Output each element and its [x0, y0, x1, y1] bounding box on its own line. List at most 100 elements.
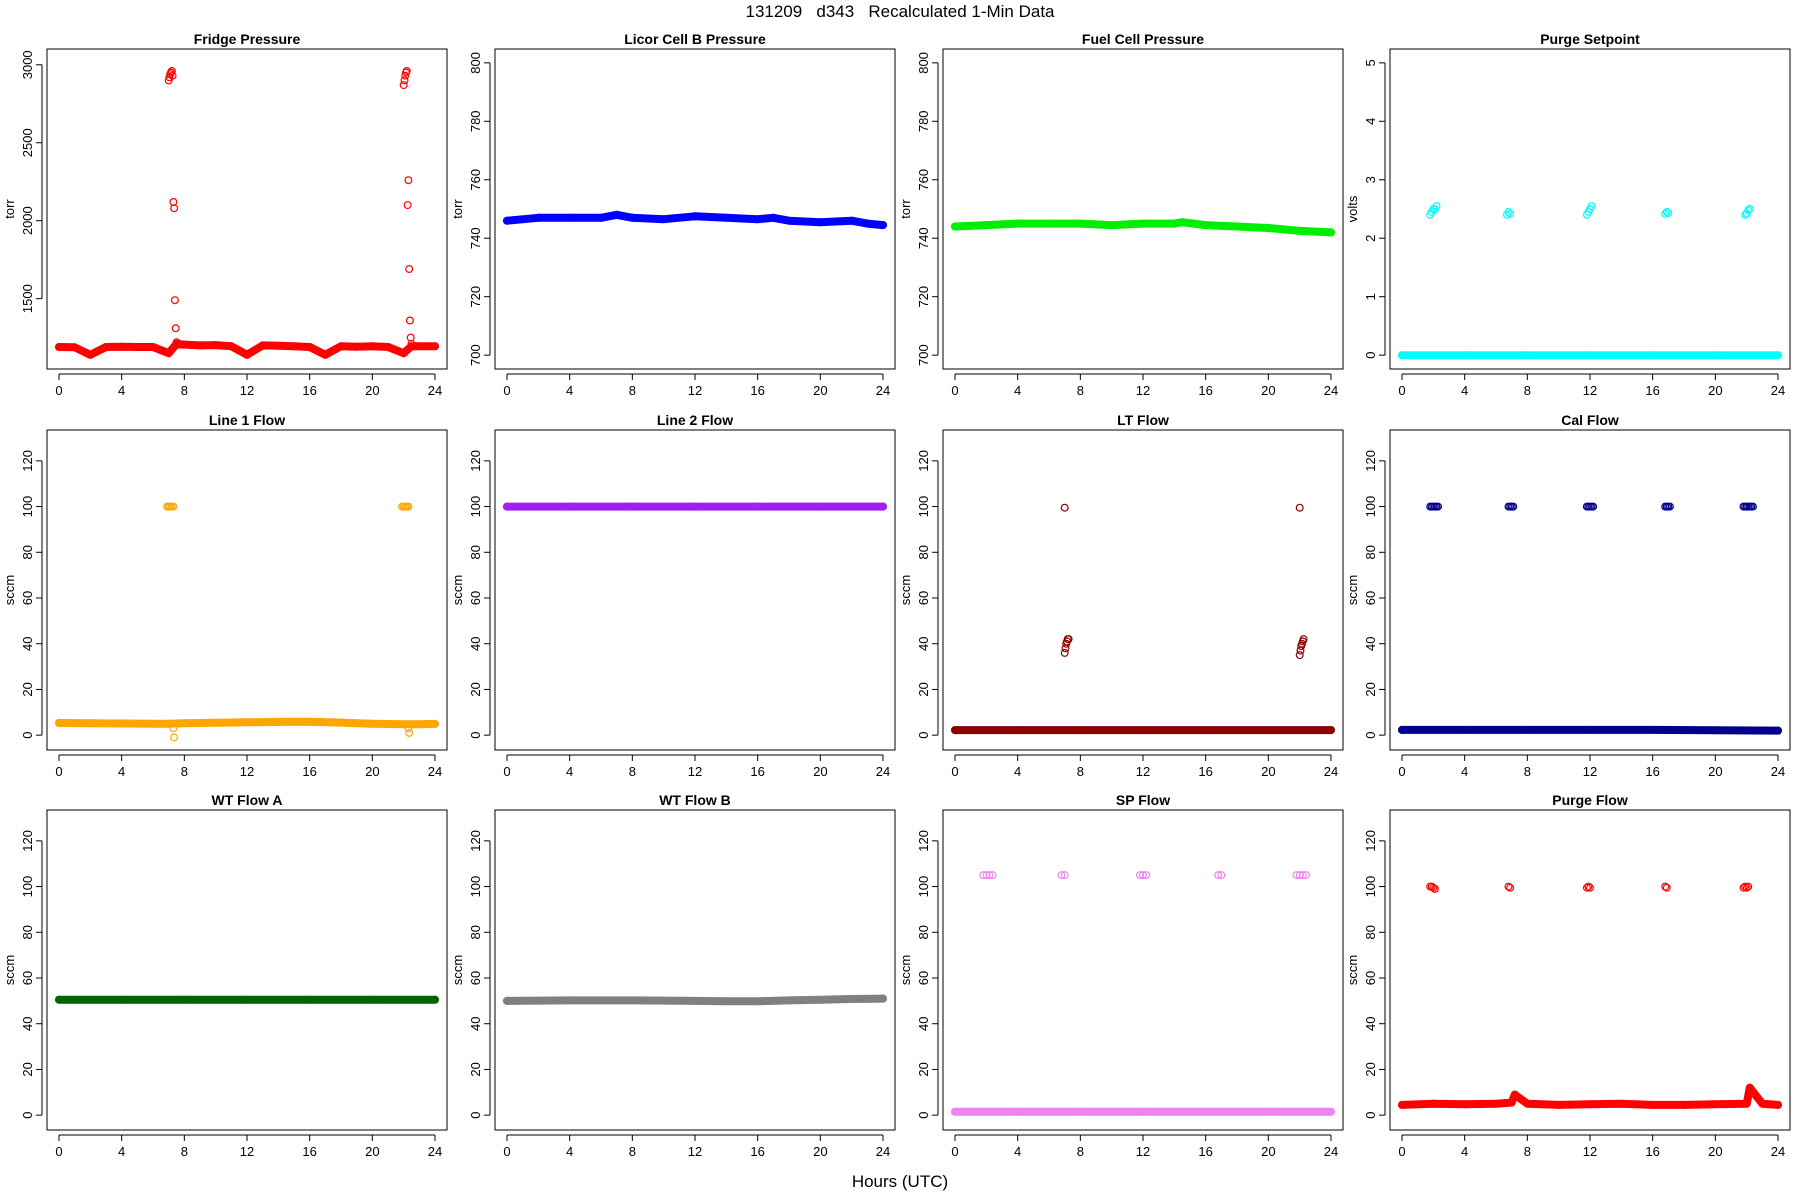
- data-point: [1648, 725, 1657, 734]
- data-point: [404, 502, 413, 511]
- data-point: [690, 996, 699, 1005]
- data-point: [847, 994, 856, 1003]
- data-point: [690, 502, 699, 511]
- data-point: [352, 342, 361, 351]
- data-point: [1295, 226, 1304, 235]
- data-point: [1064, 635, 1073, 644]
- x-tick-label: 0: [951, 764, 958, 779]
- y-axis-label: torr: [450, 199, 465, 219]
- y-tick-label: 100: [916, 876, 931, 898]
- data-point: [1506, 883, 1515, 892]
- y-tick-label: 80: [20, 545, 35, 559]
- data-point: [612, 210, 621, 219]
- y-tick-label: 120: [1363, 450, 1378, 472]
- y-tick-label: 80: [1363, 925, 1378, 939]
- y-tick-label: 780: [916, 110, 931, 132]
- panel-9: WT Flow B 0 4 8 12 16 20 24 0 20 40 60 80 100 120 sccm: [450, 792, 896, 1159]
- plot-frame: [494, 48, 896, 370]
- data-point: [211, 718, 220, 727]
- y-tick-label: 760: [916, 169, 931, 191]
- x-tick-label: 16: [1645, 1144, 1659, 1159]
- y-tick-label: 120: [916, 450, 931, 472]
- data-point: [86, 350, 95, 359]
- y-tick-label: 700: [468, 344, 483, 366]
- data-point: [1523, 1099, 1532, 1108]
- data-point: [1711, 1100, 1720, 1109]
- data-point: [407, 339, 416, 348]
- data-point: [101, 343, 110, 352]
- x-tick-label: 12: [688, 764, 702, 779]
- x-tick-label: 8: [181, 1144, 188, 1159]
- y-tick-label: 1500: [20, 284, 35, 313]
- x-tick-label: 16: [750, 764, 764, 779]
- data-point: [415, 342, 424, 351]
- y-tick-label: 720: [916, 286, 931, 308]
- x-tick-label: 20: [813, 1144, 827, 1159]
- x-tick-label: 24: [1324, 1144, 1338, 1159]
- data-point: [1648, 1100, 1657, 1109]
- x-tick-label: 24: [876, 764, 890, 779]
- data-point: [1582, 883, 1591, 892]
- data-point: [1326, 726, 1335, 735]
- x-tick-label: 12: [1136, 383, 1150, 398]
- x-tick-label: 16: [1198, 1144, 1212, 1159]
- data-point: [1142, 871, 1151, 880]
- data-point: [534, 213, 543, 222]
- y-tick-label: 40: [916, 1016, 931, 1030]
- data-point: [180, 340, 189, 349]
- y-tick-label: 60: [916, 971, 931, 985]
- data-point: [503, 216, 512, 225]
- data-point: [406, 333, 415, 342]
- data-point: [769, 213, 778, 222]
- plot-frame: [46, 48, 448, 370]
- y-tick-label: 20: [916, 682, 931, 696]
- panel-title: Purge Setpoint: [1540, 31, 1640, 47]
- data-point: [1138, 1107, 1147, 1116]
- data-band: [1398, 725, 1782, 735]
- data-point: [628, 213, 637, 222]
- y-tick-label: 720: [468, 286, 483, 308]
- y-tick-label: 40: [20, 636, 35, 650]
- y-tick-label: 40: [1363, 1016, 1378, 1030]
- data-point: [1587, 202, 1596, 211]
- data-point: [950, 222, 959, 231]
- data-point: [117, 995, 126, 1004]
- data-point: [1589, 502, 1598, 511]
- data-point: [1138, 219, 1147, 228]
- y-axis-label: sccm: [2, 955, 17, 985]
- x-tick-label: 8: [629, 764, 636, 779]
- data-point: [405, 316, 414, 325]
- data-point: [54, 995, 63, 1004]
- y-tick-label: 100: [916, 496, 931, 518]
- data-point: [1429, 883, 1438, 892]
- data-point: [305, 343, 314, 352]
- data-point: [753, 502, 762, 511]
- y-tick-label: 60: [1363, 971, 1378, 985]
- data-point: [1107, 221, 1116, 230]
- data-point: [399, 349, 408, 358]
- data-point: [878, 994, 887, 1003]
- x-tick-label: 24: [1771, 383, 1785, 398]
- x-tick-label: 8: [1524, 764, 1531, 779]
- y-tick-label: 100: [1363, 496, 1378, 518]
- data-point: [149, 343, 158, 352]
- data-point: [1013, 726, 1022, 735]
- data-point: [431, 342, 440, 351]
- y-tick-label: 80: [20, 925, 35, 939]
- y-tick-label: 20: [1363, 1062, 1378, 1076]
- x-tick-label: 12: [1583, 383, 1597, 398]
- y-tick-label: 60: [916, 591, 931, 605]
- data-point: [1679, 1100, 1688, 1109]
- data-point: [1491, 1099, 1500, 1108]
- panel-title: WT Flow B: [659, 792, 731, 808]
- panel-title: Fuel Cell Pressure: [1082, 31, 1204, 47]
- data-point: [274, 717, 283, 726]
- x-tick-label: 4: [1014, 383, 1021, 398]
- y-tick-label: 0: [916, 732, 931, 739]
- panel-1: Licor Cell B Pressure 0 4 8 12 16 20 24 700 720 74…: [450, 31, 896, 398]
- data-point: [1648, 351, 1657, 360]
- x-tick-label: 8: [1077, 764, 1084, 779]
- panel-2: Fuel Cell Pressure 0 4 8 12 16 20 24 700 720 740 76…: [898, 31, 1344, 398]
- data-point: [1295, 503, 1304, 512]
- data-point: [816, 502, 825, 511]
